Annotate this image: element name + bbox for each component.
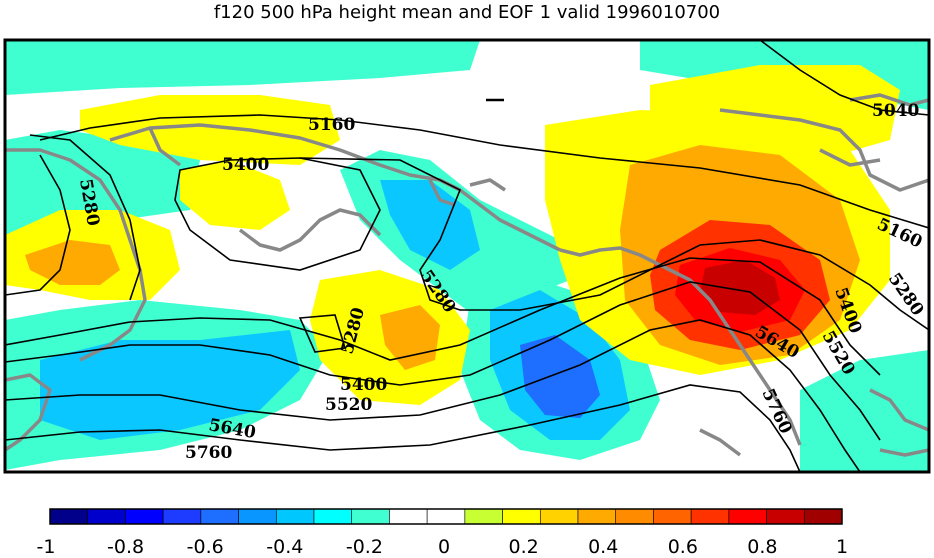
- contour-label: 5760: [185, 443, 232, 463]
- contour-line: [5, 154, 71, 296]
- colorbar-box: [803, 508, 843, 525]
- coastline: [238, 208, 382, 252]
- contour-line: [759, 40, 929, 116]
- colorbar-tick-label: -0.6: [186, 536, 224, 558]
- contour-line: [5, 319, 861, 472]
- colorbar-tick-label: -0.8: [107, 536, 145, 558]
- contour-line: [29, 134, 141, 301]
- colorbar-box: [539, 508, 579, 525]
- contour-label: 5400: [340, 375, 387, 395]
- colorbar-box: [200, 508, 239, 525]
- shade-region: [380, 305, 440, 370]
- colorbar-box: [125, 508, 164, 525]
- contour-label: 5520: [325, 395, 372, 415]
- coastline: [469, 178, 506, 192]
- colorbar-tick-label: -0.4: [266, 536, 304, 558]
- coastline: [148, 127, 182, 167]
- coastlines: [5, 93, 929, 457]
- colorbar-box: [351, 508, 390, 525]
- colorbar-box: [275, 508, 315, 525]
- colorbar-box: [238, 508, 277, 525]
- colorbar-tick-label: 0.6: [667, 536, 698, 558]
- contour-line: [39, 114, 929, 229]
- colorbar-box: [690, 508, 730, 525]
- colorbar-box: [653, 508, 692, 525]
- max-positive-shading: [700, 260, 780, 315]
- shade-region: [25, 240, 120, 285]
- colorbar-tick-label: 1: [835, 536, 849, 558]
- colorbar-tick-label: -1: [36, 536, 56, 558]
- colorbar-tick-label: 0: [437, 536, 451, 558]
- contour-label: 5160: [308, 115, 355, 135]
- coastline: [5, 373, 52, 452]
- coastline: [719, 108, 929, 192]
- colorbar-box: [49, 508, 89, 525]
- contour-line: [5, 281, 881, 441]
- shade-region: [5, 40, 480, 95]
- shade-region: [40, 330, 300, 440]
- colorbar-box: [389, 508, 428, 525]
- contour-line: [298, 314, 347, 353]
- coastline: [428, 179, 456, 207]
- colorbar-box: [313, 508, 353, 525]
- colorbar-box: [426, 508, 466, 525]
- colorbar-box: [162, 508, 202, 525]
- colorbar-box: [615, 508, 654, 525]
- colorbar-tick-label: 0.2: [508, 536, 539, 558]
- colorbar-box: [87, 508, 126, 525]
- colorbar-tick-label: 0.8: [747, 536, 778, 558]
- shade-region: [800, 350, 929, 472]
- plot-title: f120 500 hPa height mean and EOF 1 valid…: [213, 2, 721, 23]
- colorbar-outline: [49, 508, 843, 525]
- map-frame: [3, 38, 931, 474]
- colorbar-box: [728, 508, 767, 525]
- coastline: [699, 428, 742, 457]
- coastline: [559, 246, 802, 446]
- height-contours: [5, 40, 929, 472]
- shade-region: [180, 160, 290, 230]
- colorbar-box: [502, 508, 541, 525]
- coastline: [819, 148, 881, 167]
- coastline: [849, 93, 929, 107]
- coastline: [869, 388, 929, 432]
- strong-negative-shading: [520, 335, 600, 418]
- coastline: [879, 448, 929, 457]
- contour-label: 5040: [872, 101, 919, 121]
- contour-line: [5, 384, 801, 472]
- contour-line: [5, 257, 881, 376]
- colorbar-boxes: [49, 508, 843, 525]
- colorbar-box: [766, 508, 805, 525]
- contour-line: [174, 157, 381, 271]
- coastline: [5, 148, 147, 362]
- colorbar-box: [464, 508, 503, 525]
- colorbar-box: [577, 508, 617, 525]
- colorbar-tick-label: 0.4: [588, 536, 619, 558]
- colorbar-tick-label: -0.2: [345, 536, 383, 558]
- coastline: [109, 123, 561, 252]
- shade-region: [80, 95, 340, 165]
- contour-label: 5400: [222, 155, 269, 175]
